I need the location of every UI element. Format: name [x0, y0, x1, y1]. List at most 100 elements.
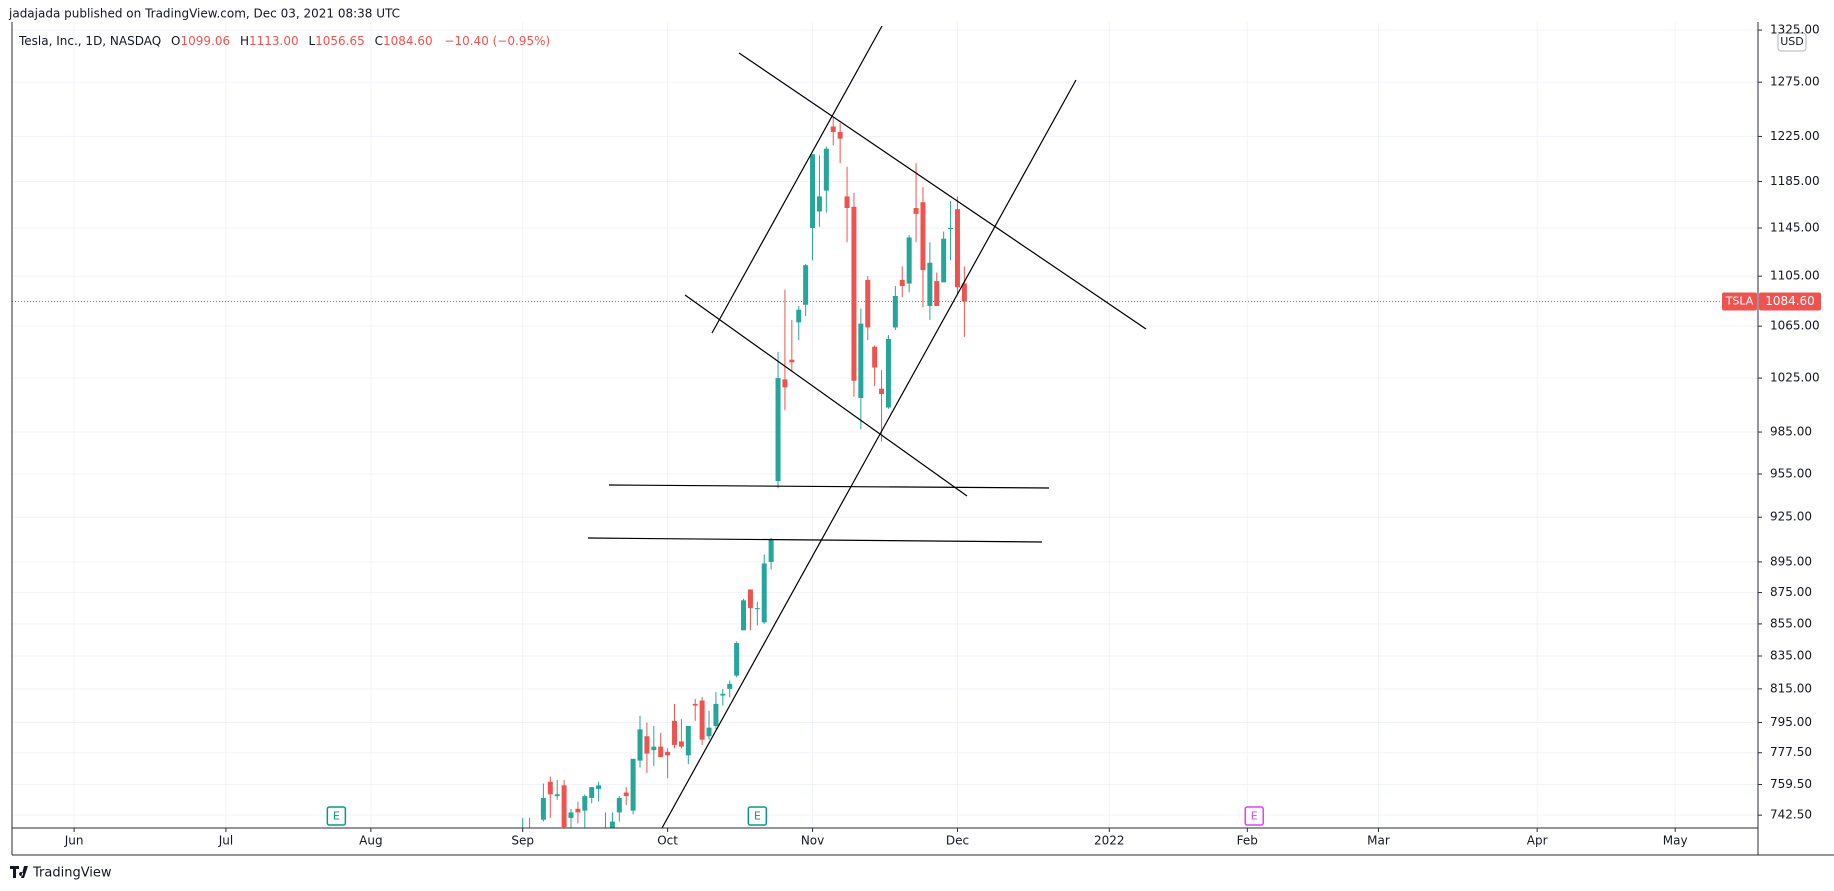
- horizontal-line: [587, 537, 1043, 543]
- symbol-name: Tesla, Inc., 1D, NASDAQ: [18, 34, 161, 48]
- candle-body: [872, 346, 878, 368]
- candle-body: [754, 608, 760, 610]
- candle-body: [540, 797, 546, 820]
- candle-body: [589, 787, 595, 798]
- candle-body: [954, 209, 960, 288]
- y-tick-label: 1105.00: [1770, 269, 1820, 283]
- candle-body: [596, 785, 602, 789]
- candle-body: [775, 378, 781, 482]
- candle-body: [568, 812, 574, 818]
- candle-body: [768, 539, 774, 562]
- candle-body: [796, 309, 802, 323]
- candle-body: [823, 148, 829, 191]
- x-tick-label: Aug: [359, 834, 382, 848]
- legend-key: H: [240, 34, 249, 48]
- event-label: E: [754, 810, 761, 823]
- y-tick-label: 815.00: [1770, 681, 1812, 695]
- trend-line: [661, 79, 1077, 828]
- y-tick-label: 795.00: [1770, 715, 1812, 729]
- candle-body: [961, 283, 967, 302]
- currency-box[interactable]: [1777, 32, 1807, 52]
- y-tick-label: 855.00: [1770, 616, 1812, 630]
- candle-body: [616, 797, 622, 813]
- x-tick-label: Apr: [1527, 834, 1548, 848]
- candle-body: [672, 720, 678, 745]
- legend-value: 1084.60: [383, 34, 433, 48]
- candle-body: [865, 279, 871, 328]
- y-tick-label: 759.50: [1770, 777, 1812, 791]
- candle-body: [637, 729, 643, 761]
- grid: [12, 22, 1758, 828]
- x-tick-label: 2022: [1094, 834, 1125, 848]
- candle-body: [941, 238, 947, 283]
- candle-body: [734, 643, 740, 676]
- candle-body: [948, 227, 954, 229]
- candle-body: [837, 132, 843, 139]
- candle-body: [658, 746, 664, 758]
- brand: TradingView: [32, 866, 112, 881]
- candle-body: [913, 208, 919, 214]
- candle-body: [782, 379, 788, 388]
- event-badge: [747, 806, 768, 826]
- x-tick-label: Sep: [511, 834, 534, 848]
- candle-body: [603, 829, 608, 838]
- price-tag-label: 1084.60: [1765, 294, 1815, 308]
- y-tick-label: 777.50: [1770, 745, 1812, 759]
- y-tick-label: 875.00: [1770, 585, 1812, 599]
- price-tag: [1759, 292, 1821, 311]
- footer-logo: TradingView: [10, 866, 112, 881]
- candle-body: [727, 683, 733, 689]
- legend-value: 1056.65: [315, 34, 365, 48]
- candle-body: [665, 751, 671, 756]
- earnings-event[interactable]: E: [326, 806, 347, 826]
- trend-line: [684, 294, 968, 497]
- logo-icon: [10, 866, 28, 878]
- x-tick-label: Jul: [218, 834, 233, 848]
- x-tick-label: Dec: [946, 834, 969, 848]
- legend-key: O: [171, 34, 180, 48]
- candle-body: [830, 126, 836, 133]
- event-badge: [1244, 806, 1264, 826]
- candle-body: [885, 338, 891, 408]
- candle-body: [609, 821, 615, 828]
- x-tick-label: Jun: [64, 834, 84, 848]
- event-badge: [326, 806, 347, 826]
- candle-body: [706, 727, 712, 737]
- candle-body: [561, 785, 567, 828]
- y-tick-label: 895.00: [1770, 554, 1812, 568]
- event-label: E: [333, 810, 340, 823]
- y-tick-label: 742.50: [1770, 808, 1812, 822]
- y-tick-label: 955.00: [1770, 466, 1812, 480]
- candle-body: [899, 279, 905, 287]
- currency: USD: [1780, 35, 1804, 48]
- legend-change: −10.40 (−0.95%): [444, 34, 550, 48]
- horizontal-line: [608, 484, 1050, 489]
- candle-body: [816, 196, 822, 212]
- candle-body: [582, 796, 588, 811]
- x-tick-label: Mar: [1367, 834, 1390, 848]
- candle-body: [575, 808, 581, 813]
- earnings-event[interactable]: E: [1244, 806, 1264, 826]
- candle-body: [692, 703, 698, 706]
- candle-body: [761, 563, 767, 623]
- x-tick-label: Feb: [1237, 834, 1258, 848]
- earnings-event[interactable]: E: [747, 806, 768, 826]
- x-tick-label: Oct: [657, 834, 678, 848]
- candle-body: [810, 154, 816, 228]
- event-label: E: [1251, 810, 1258, 823]
- candle-body: [534, 833, 539, 835]
- candle-body: [879, 388, 885, 395]
- drawings: [587, 26, 1147, 828]
- candle-body: [720, 693, 726, 696]
- y-tick-label: 1065.00: [1770, 319, 1820, 333]
- candle-body: [685, 725, 691, 756]
- candle-body: [527, 831, 532, 833]
- candle-body: [741, 600, 747, 631]
- legend-value: 1113.00: [249, 34, 299, 48]
- candle-body: [554, 794, 560, 797]
- y-tick-label: 925.00: [1770, 510, 1812, 524]
- plot-area: [12, 116, 1758, 838]
- candle-body: [651, 746, 657, 751]
